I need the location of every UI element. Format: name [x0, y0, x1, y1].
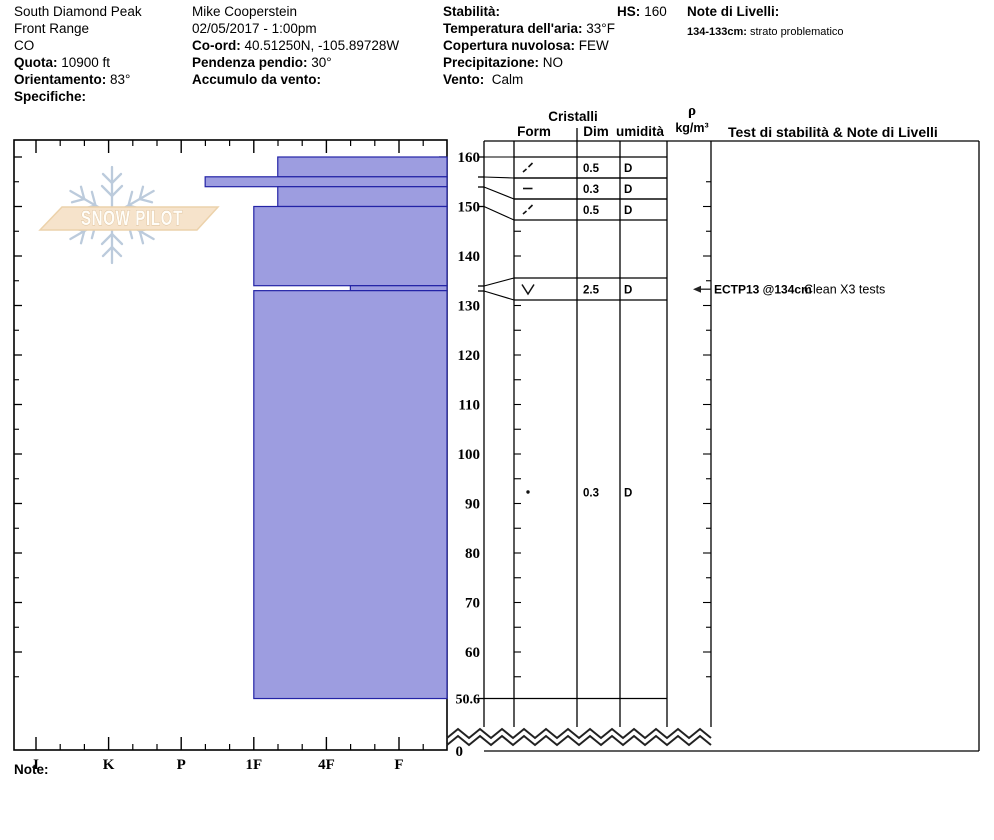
depth-label: 140 [458, 249, 481, 265]
layer-bar [349, 285, 448, 292]
hardness-label: I [33, 757, 39, 773]
grain-symbol-df [522, 162, 534, 173]
tests-column-header: Test di stabilità & Note di Livelli [728, 124, 938, 140]
stability-line: Stabilità: [443, 4, 501, 19]
scale-break-zigzag [446, 734, 712, 747]
depth-label: 70 [465, 596, 480, 612]
observer-name: Mike Cooperstein [192, 4, 298, 19]
depth-label: 120 [458, 348, 481, 364]
location-name: South Diamond Peak [14, 4, 142, 19]
depth-label: 60 [465, 645, 480, 661]
pit-bottom-label: 50.6 [456, 693, 481, 708]
hs-line: HS: 160 [617, 4, 667, 19]
obs-datetime: 02/05/2017 - 1:00pm [192, 21, 317, 36]
depth-label: 160 [458, 150, 481, 166]
grain-size-value: 0.3 [583, 184, 599, 196]
sky-cover-line: Copertura nuvolosa: FEW [443, 38, 609, 53]
moisture-value: D [624, 184, 632, 196]
fault-line [483, 186, 515, 200]
scale-break-zigzag [446, 727, 712, 740]
depth-label: 80 [465, 546, 480, 562]
grain-size-value: 0.3 [583, 488, 599, 500]
layer-bar [253, 205, 448, 287]
density-unit: kg/m³ [675, 121, 709, 135]
air-temp-line: Temperatura dell'aria: 33°F [443, 21, 615, 36]
precip-line: Precipitazione: NO [443, 55, 564, 70]
grain-symbol-df [522, 204, 534, 215]
hardness-label: K [103, 757, 115, 773]
grain-symbol-sh [521, 284, 535, 296]
test-result-label: ECTP13 @134cm [714, 283, 812, 297]
moisture-value: D [624, 205, 632, 217]
hardness-label: 1F [245, 757, 262, 773]
moisture-value: D [624, 488, 632, 500]
elevation-line: Quota: 10900 ft [14, 55, 111, 70]
wind-loading-line: Accumulo da vento: [192, 72, 322, 87]
moisture-value: D [624, 285, 632, 297]
layer-note-entry: 134-133cm: strato problematico [687, 26, 844, 38]
layer-bar [277, 156, 448, 178]
fault-line [483, 277, 515, 287]
depth-label: 90 [465, 497, 480, 513]
layer-notes-title: Note di Livelli: [687, 4, 780, 19]
depth-label: 130 [458, 299, 481, 315]
grain-symbol-dot [526, 490, 530, 494]
logo-wordmark: SNOW PILOT [81, 207, 183, 230]
test-arrow-head [693, 285, 701, 293]
col-header-dim: Dim [583, 124, 609, 139]
grain-size-value: 2.5 [583, 285, 600, 297]
wind-line: Vento: Calm [443, 72, 524, 87]
footer-note-label: Note: [14, 762, 49, 777]
moisture-value: D [624, 163, 632, 175]
fault-line [483, 205, 515, 221]
location-state: CO [14, 38, 35, 53]
density-symbol: ρ [687, 103, 697, 119]
ground-label: 0 [456, 744, 464, 760]
layer-bar [204, 176, 448, 188]
hardness-label: F [394, 757, 403, 773]
hardness-label: P [177, 757, 186, 773]
specifics-line: Specifiche: [14, 89, 87, 104]
grain-size-value: 0.5 [583, 163, 600, 175]
slope-angle-line: Pendenza pendio: 30° [192, 55, 332, 70]
depth-label: 100 [458, 447, 481, 463]
fault-line [483, 176, 515, 179]
location-range: Front Range [14, 21, 90, 36]
col-header-form: Form [517, 124, 551, 139]
coords-line: Co-ord: 40.51250N, -105.89728W [192, 38, 400, 53]
layer-bar [253, 290, 448, 700]
test-result-note: Clean X3 tests [804, 283, 885, 297]
depth-label: 110 [458, 398, 480, 414]
logo-banner [38, 206, 220, 231]
col-header-humidity: umidità [615, 124, 664, 139]
hardness-label: 4F [318, 757, 335, 773]
layer-bar [277, 186, 448, 208]
grain-size-value: 0.5 [583, 205, 600, 217]
snowpilot-logo: SNOW PILOT [38, 165, 220, 265]
depth-label: 150 [458, 200, 481, 216]
fault-line [483, 290, 515, 301]
aspect-line: Orientamento: 83° [14, 72, 131, 87]
crystals-group-header: Cristalli [548, 109, 598, 124]
